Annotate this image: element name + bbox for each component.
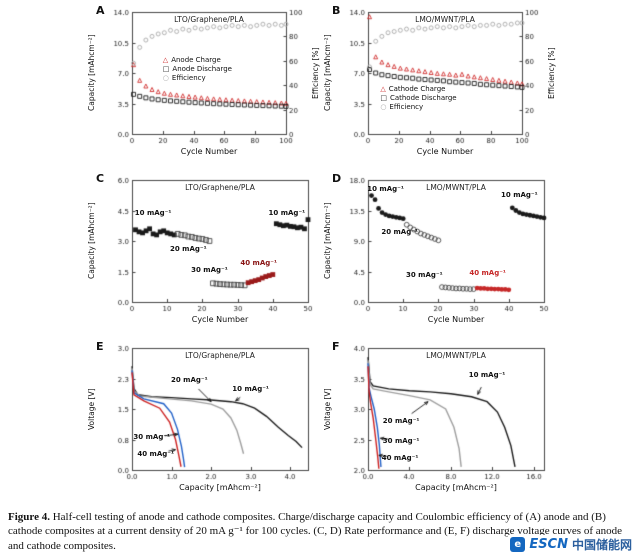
panel-letter: C <box>96 172 105 185</box>
x-axis-label: Cycle Number <box>180 147 238 156</box>
panel-a: A LTO/Graphene/PLA Capacity [mAhcm⁻²] Ef… <box>86 2 322 170</box>
legend-item: ○ Efficiency <box>380 103 456 112</box>
circle-marker-icon: ○ <box>162 73 169 82</box>
series-annotation: 40 mAg⁻¹ <box>381 453 419 462</box>
series-annotation: 30 mAg⁻¹ <box>405 270 443 279</box>
square-marker-icon: □ <box>162 64 170 73</box>
escn-logo-icon: e <box>510 537 526 552</box>
series-annotation: 30 mAg⁻¹ <box>133 433 171 442</box>
panel-letter: F <box>332 340 340 353</box>
legend-label: Efficiency <box>389 103 424 112</box>
legend: △ Cathode Charge □ Cathode Discharge ○ Effici… <box>380 85 456 112</box>
series-annotation: 40 mAg⁻¹ <box>240 259 278 268</box>
y-axis-label: Voltage [V] <box>323 388 332 430</box>
figure-caption-text: Half-cell testing of anode and cathode c… <box>8 511 623 552</box>
plot-title: LTO/Graphene/PLA <box>174 15 244 24</box>
series-annotation: 10 mAg⁻¹ <box>268 208 306 217</box>
y2-axis-label: Efficiency [%] <box>311 47 320 99</box>
panel-f: F LMO/MWNT/PLA Voltage [V] Capacity [mAh… <box>322 338 558 506</box>
series-annotation: 10 mAg⁻¹ <box>134 208 172 217</box>
series-annotation: 10 mAg⁻¹ <box>468 371 506 380</box>
legend-label: Cathode Charge <box>388 85 446 94</box>
watermark-site-name: 中国储能网 <box>571 538 632 552</box>
panel-d-plot-canvas <box>322 170 558 338</box>
panel-b-plot-canvas <box>322 2 558 170</box>
panel-c-plot-canvas <box>86 170 322 338</box>
panel-f-plot-canvas <box>322 338 558 506</box>
legend: △ Anode Charge □ Anode Discharge ○ Efficiency <box>163 56 232 83</box>
legend-item: △ Cathode Charge <box>380 85 456 94</box>
series-annotation: 10 mAg⁻¹ <box>232 385 269 394</box>
plot-title: LTO/Graphene/PLA <box>185 183 255 192</box>
series-annotation: 20 mAg⁻¹ <box>381 228 419 237</box>
x-axis-label: Cycle Number <box>427 315 485 324</box>
legend-label: Cathode Discharge <box>389 94 457 103</box>
series-annotation: 40 mAg⁻¹ <box>137 449 175 458</box>
legend-item: △ Anode Charge <box>163 56 232 65</box>
watermark: e ESCN 中国储能网 <box>508 535 634 554</box>
series-annotation: 10 mAg⁻¹ <box>367 185 404 194</box>
legend-item: ○ Efficiency <box>163 74 232 83</box>
series-annotation: 20 mAg⁻¹ <box>171 375 208 384</box>
plot-title: LMO/MWNT/PLA <box>426 351 486 360</box>
panel-e: E LTO/Graphene/PLA Voltage [V] Capacity … <box>86 338 322 506</box>
panel-e-plot-canvas <box>86 338 322 506</box>
panel-d: D LMO/MWNT/PLA Capacity [mAhcm⁻²] Cycle … <box>322 170 558 338</box>
y-axis-label: Capacity [mAhcm⁻²] <box>87 34 96 112</box>
figure-caption: Figure 4. Half-cell testing of anode and… <box>8 510 632 553</box>
y-axis-label: Capacity [mAhcm⁻²] <box>323 202 332 280</box>
plot-title: LTO/Graphene/PLA <box>185 351 255 360</box>
series-annotation: 10 mAg⁻¹ <box>501 190 538 199</box>
series-annotation: 40 mAg⁻¹ <box>469 268 507 277</box>
legend-label: Anode Discharge <box>172 64 232 73</box>
triangle-marker-icon: △ <box>162 55 169 64</box>
y-axis-label: Capacity [mAhcm⁻²] <box>87 202 96 280</box>
legend-item: □ Anode Discharge <box>163 65 232 74</box>
panel-b: B LMO/MWNT/PLA Capacity [mAhcm⁻²] Effici… <box>322 2 558 170</box>
square-marker-icon: □ <box>380 94 387 103</box>
panel-c: C LTO/Graphene/PLA Capacity [mAhcm⁻²] Cy… <box>86 170 322 338</box>
series-annotation: 30 mAg⁻¹ <box>191 266 228 275</box>
panel-letter: B <box>332 4 341 17</box>
plot-title: LMO/MWNT/PLA <box>426 183 486 192</box>
figure-panels: A LTO/Graphene/PLA Capacity [mAhcm⁻²] Ef… <box>86 2 558 506</box>
triangle-marker-icon: △ <box>380 85 386 94</box>
legend-label: Efficiency <box>171 73 206 82</box>
watermark-brand: ESCN <box>529 537 568 552</box>
legend-item: □ Cathode Discharge <box>380 94 456 103</box>
panel-letter: D <box>332 172 342 185</box>
legend-label: Anode Charge <box>171 55 221 64</box>
figure-caption-label: Figure 4. <box>8 511 50 523</box>
x-axis-label: Cycle Number <box>191 315 249 324</box>
y-axis-label: Voltage [V] <box>87 388 96 430</box>
series-annotation: 20 mAg⁻¹ <box>382 417 420 426</box>
series-annotation: 30 mAg⁻¹ <box>382 436 420 445</box>
x-axis-label: Capacity [mAhcm⁻²] <box>179 483 261 492</box>
plot-title: LMO/MWNT/PLA <box>415 15 475 24</box>
y2-axis-label: Efficiency [%] <box>547 47 556 99</box>
x-axis-label: Capacity [mAhcm⁻²] <box>415 483 497 492</box>
panel-letter: E <box>96 340 104 353</box>
series-annotation: 20 mAg⁻¹ <box>169 245 207 254</box>
panel-letter: A <box>96 4 105 17</box>
y-axis-label: Capacity [mAhcm⁻²] <box>323 34 332 112</box>
circle-marker-icon: ○ <box>380 103 387 112</box>
x-axis-label: Cycle Number <box>416 147 474 156</box>
panel-a-plot-canvas <box>86 2 322 170</box>
